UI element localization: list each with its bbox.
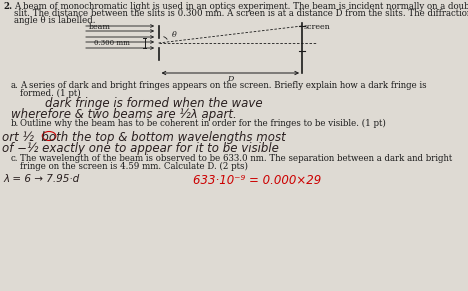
Text: D: D <box>227 75 234 83</box>
Text: b.: b. <box>11 119 19 128</box>
Text: slit. The distance between the slits is 0.300 mm. A screen is at a distance D fr: slit. The distance between the slits is … <box>14 9 468 18</box>
Text: a.: a. <box>11 81 18 90</box>
Text: beam: beam <box>89 23 111 31</box>
Text: dark fringe is formed when the wave: dark fringe is formed when the wave <box>45 97 263 110</box>
Text: θ: θ <box>172 31 177 39</box>
Text: 633·10⁻⁹ = 0.000×29: 633·10⁻⁹ = 0.000×29 <box>192 174 321 187</box>
Text: angle θ is labelled.: angle θ is labelled. <box>14 16 95 25</box>
Text: ort ½  both the top & bottom wavelengths most: ort ½ both the top & bottom wavelengths … <box>1 131 285 144</box>
Text: The wavelength of the beam is observed to be 633.0 nm. The separation between a : The wavelength of the beam is observed t… <box>20 154 452 163</box>
Text: 0.300 mm: 0.300 mm <box>94 39 130 47</box>
Text: A beam of monochromatic light is used in an optics experiment. The beam is incid: A beam of monochromatic light is used in… <box>14 2 468 11</box>
Text: wherefore & two beams are ½λ apart.: wherefore & two beams are ½λ apart. <box>11 108 236 121</box>
Text: c.: c. <box>11 154 18 163</box>
Text: 2.: 2. <box>3 2 12 11</box>
Text: fringe on the screen is 4.59 mm. Calculate D. (2 pts): fringe on the screen is 4.59 mm. Calcula… <box>20 162 248 171</box>
Text: formed. (1 pt): formed. (1 pt) <box>20 89 80 98</box>
Text: of −½ exactly one to appear for it to be visible: of −½ exactly one to appear for it to be… <box>1 142 278 155</box>
Text: Outline why the beam has to be coherent in order for the fringes to be visible. : Outline why the beam has to be coherent … <box>20 119 386 128</box>
Text: screen: screen <box>304 23 330 31</box>
Text: A series of dark and bright fringes appears on the screen. Briefly explain how a: A series of dark and bright fringes appe… <box>20 81 426 90</box>
Text: λ = 6 → 7.95·d: λ = 6 → 7.95·d <box>3 174 79 184</box>
